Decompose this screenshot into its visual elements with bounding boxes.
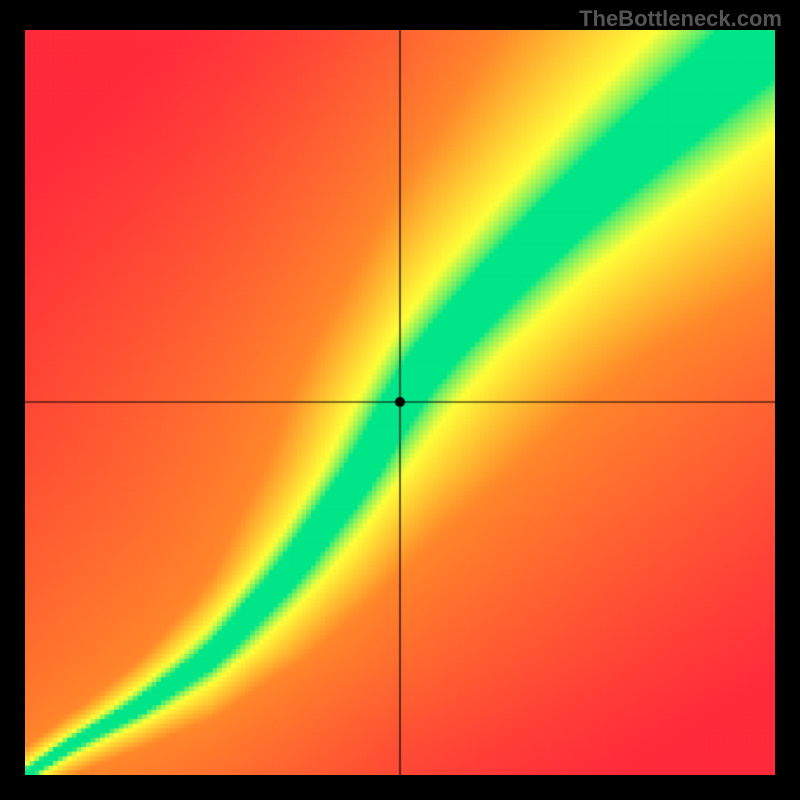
chart-container: TheBottleneck.com (0, 0, 800, 800)
bottleneck-heatmap (25, 30, 775, 775)
watermark-text: TheBottleneck.com (579, 6, 782, 32)
